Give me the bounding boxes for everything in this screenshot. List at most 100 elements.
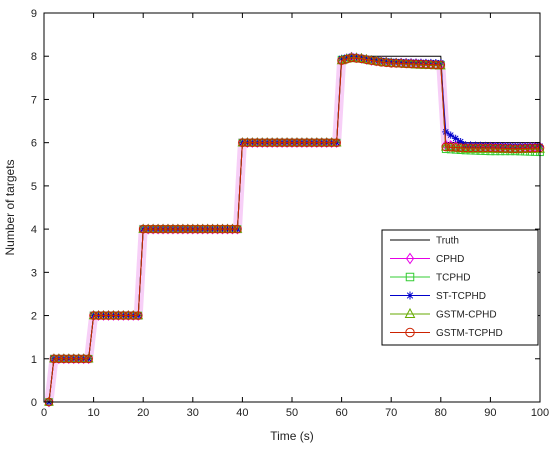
marker-circle xyxy=(362,55,371,65)
marker-circle xyxy=(183,224,193,234)
marker-circle xyxy=(277,138,287,147)
marker-triangle xyxy=(148,223,159,233)
marker-circle xyxy=(411,59,421,69)
marker-triangle xyxy=(376,56,387,66)
marker-circle xyxy=(476,143,485,153)
marker-star xyxy=(412,58,420,66)
marker-triangle xyxy=(316,137,327,147)
marker-star xyxy=(447,131,455,139)
marker-circle xyxy=(267,138,277,147)
marker-circle xyxy=(223,224,232,234)
marker-circle xyxy=(148,224,158,234)
plot-marks xyxy=(44,51,545,408)
marker-triangle xyxy=(222,223,233,233)
marker-triangle xyxy=(232,223,243,233)
marker-triangle xyxy=(133,309,144,320)
marker-circle xyxy=(530,143,540,153)
marker-circle xyxy=(505,144,515,153)
marker-circle xyxy=(495,143,505,153)
marker-triangle xyxy=(277,137,287,147)
marker-circle xyxy=(515,144,525,153)
y-tick-label: 0 xyxy=(31,397,37,409)
series-gstm-cphd xyxy=(44,51,545,406)
x-tick-label: 80 xyxy=(435,407,447,419)
marker-triangle xyxy=(197,223,208,233)
marker-circle xyxy=(138,224,148,234)
marker-triangle xyxy=(262,137,273,147)
marker-triangle xyxy=(227,223,238,233)
marker-triangle xyxy=(440,141,451,151)
x-tick-label: 50 xyxy=(286,407,298,419)
marker-triangle xyxy=(460,143,471,153)
marker-circle xyxy=(317,138,327,147)
marker-star xyxy=(432,59,440,67)
marker-circle xyxy=(451,143,461,152)
marker-circle xyxy=(238,138,247,147)
marker-triangle xyxy=(173,223,183,233)
marker-square xyxy=(405,272,415,282)
marker-star xyxy=(452,134,460,142)
marker-circle xyxy=(247,138,257,147)
marker-circle xyxy=(59,354,69,364)
marker-circle xyxy=(173,224,183,234)
marker-star xyxy=(357,53,366,62)
marker-circle xyxy=(471,143,480,153)
marker-triangle xyxy=(470,143,481,153)
legend-label: ST-TCPHD xyxy=(436,291,486,302)
marker-triangle xyxy=(404,307,416,318)
marker-triangle xyxy=(306,137,317,147)
marker-circle xyxy=(262,138,272,147)
marker-circle xyxy=(54,354,64,364)
marker-triangle xyxy=(272,137,283,147)
marker-triangle xyxy=(381,56,392,67)
legend-label: GSTM-TCPHD xyxy=(436,328,503,339)
series-line xyxy=(48,57,541,403)
marker-star xyxy=(526,142,534,150)
marker-circle xyxy=(312,138,322,147)
marker-circle xyxy=(347,53,356,63)
marker-triangle xyxy=(331,137,342,147)
marker-star xyxy=(338,54,346,62)
marker-star xyxy=(422,58,430,67)
marker-circle xyxy=(84,354,93,364)
marker-triangle xyxy=(128,309,139,320)
marker-star xyxy=(402,58,410,66)
x-tick-label: 20 xyxy=(137,407,149,419)
legend-label: TCPHD xyxy=(436,273,470,284)
marker-diamond xyxy=(405,252,415,265)
marker-circle xyxy=(208,224,217,234)
marker-triangle xyxy=(301,137,312,147)
marker-circle xyxy=(282,138,292,147)
marker-star xyxy=(516,142,524,150)
marker-star xyxy=(457,137,465,146)
x-tick-label: 70 xyxy=(385,407,397,419)
marker-circle xyxy=(178,224,188,234)
marker-circle xyxy=(307,138,317,147)
marker-circle xyxy=(446,142,456,152)
marker-circle xyxy=(421,60,431,69)
marker-triangle xyxy=(202,223,213,233)
marker-circle xyxy=(357,54,366,64)
marker-star xyxy=(347,52,356,60)
marker-triangle xyxy=(153,223,163,233)
marker-circle xyxy=(218,224,227,234)
marker-circle xyxy=(64,354,74,364)
marker-triangle xyxy=(292,137,302,147)
marker-triangle xyxy=(267,137,278,147)
marker-star xyxy=(372,56,380,64)
marker-circle xyxy=(322,138,332,147)
marker-star xyxy=(377,56,385,65)
marker-triangle xyxy=(247,137,258,147)
y-tick-label: 4 xyxy=(31,224,37,236)
x-tick-label: 30 xyxy=(187,407,199,419)
marker-triangle xyxy=(287,137,297,147)
marker-star xyxy=(382,57,390,65)
marker-triangle xyxy=(103,309,114,320)
marker-circle xyxy=(436,60,446,70)
y-tick-label: 8 xyxy=(31,51,37,63)
marker-circle xyxy=(272,138,282,147)
marker-triangle xyxy=(83,353,94,363)
marker-circle xyxy=(228,224,237,234)
marker-triangle xyxy=(242,137,253,147)
marker-star xyxy=(352,53,361,61)
